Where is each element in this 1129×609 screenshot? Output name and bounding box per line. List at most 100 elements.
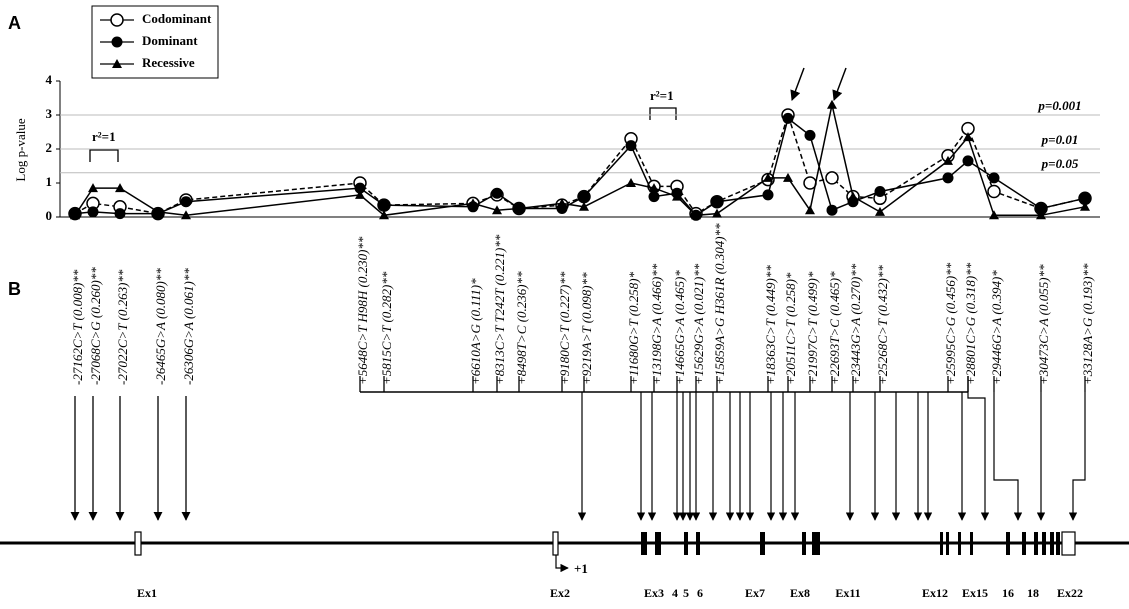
snp-label: -26306G>A (0.061)** (181, 268, 196, 385)
exon (552, 531, 559, 556)
point (153, 206, 163, 216)
panel-label: B (8, 279, 21, 299)
exon (802, 532, 806, 555)
exon (958, 532, 961, 555)
point (514, 203, 524, 213)
point (804, 129, 816, 141)
snp-label: +14665G>A (0.465)* (672, 270, 687, 385)
snp-label: +30473C>A (0.055)** (1036, 264, 1051, 385)
snp-label: -26465G>A (0.080)** (153, 268, 168, 385)
point (988, 172, 1000, 184)
point (1035, 203, 1047, 214)
legend-marker (112, 59, 122, 68)
snp-label: +33128A>G (0.193)** (1080, 263, 1095, 385)
exon-label: Ex1 (137, 586, 157, 600)
snp-label: +23443G>A (0.270)** (848, 263, 863, 385)
point (691, 210, 701, 220)
series-line (74, 112, 1086, 215)
snp-label: +25995C>G (0.456)** (943, 262, 958, 385)
legend-marker (110, 13, 124, 27)
snp-label: +9219A>T (0.098)** (579, 272, 594, 385)
exon-label: Ex11 (835, 586, 860, 600)
point (626, 178, 636, 187)
point (180, 196, 192, 208)
exon (1056, 532, 1060, 555)
exon (1061, 531, 1076, 556)
snp-label: +5648C>T H98H (0.230)** (355, 236, 370, 385)
point (763, 172, 773, 182)
exon (1050, 532, 1054, 555)
arrow (832, 67, 847, 101)
legend-label: Dominant (142, 33, 198, 48)
point (989, 210, 999, 220)
exon-label: 6 (697, 586, 703, 600)
y-tick-label: 3 (46, 106, 53, 121)
snp-label: +11680G>T (0.258)* (626, 271, 641, 385)
point (943, 155, 953, 165)
y-tick-label: 4 (46, 72, 53, 87)
exon (760, 532, 765, 555)
snp-label: +8498T>C (0.236)** (514, 271, 529, 385)
y-axis-label: Log p-value (13, 118, 28, 181)
point (181, 210, 191, 220)
exon-label: Ex15 (962, 586, 988, 600)
point (712, 208, 722, 218)
point (70, 210, 80, 220)
point (987, 184, 1001, 199)
snp-label: +29446G>A (0.394)* (989, 270, 1004, 385)
exon-label: 5 (683, 586, 689, 600)
threshold-label: p=0.01 (1041, 132, 1079, 147)
point (491, 187, 503, 199)
snp-label: +15629G>A (0.021)** (691, 263, 706, 385)
point (942, 172, 954, 184)
series-line (74, 117, 1086, 217)
exon-label: Ex2 (550, 586, 570, 600)
panel-a-arrows (790, 67, 847, 101)
exon (1022, 532, 1026, 555)
threshold-label: p=0.05 (1041, 156, 1079, 171)
exon (940, 532, 943, 555)
point (354, 182, 366, 194)
point (963, 132, 973, 142)
exon (1042, 532, 1046, 555)
exon (134, 531, 142, 556)
series-line (74, 104, 1086, 217)
snp-label: -27162C>T (0.008)** (70, 269, 85, 385)
snp-label: +20511C>T (0.258)* (783, 272, 798, 385)
snp-label: -27022C>T (0.263)** (115, 269, 130, 385)
exon (970, 532, 973, 555)
point (579, 201, 589, 211)
exon (1034, 532, 1038, 555)
snp-label: +21997C>T (0.499)* (805, 271, 820, 385)
exon-label: 18 (1027, 586, 1039, 600)
snp-label: +28801C>G (0.318)** (963, 262, 978, 385)
point (114, 208, 126, 220)
exon-label: Ex7 (745, 586, 765, 600)
point (711, 196, 723, 208)
y-tick-label: 2 (46, 140, 53, 155)
legend: Codominant Dominant Recessive (91, 5, 219, 79)
exon-label: Ex3 (644, 586, 664, 600)
point (962, 155, 974, 167)
exon (684, 532, 688, 555)
start-arrow (555, 555, 569, 573)
point (782, 112, 794, 124)
exon (696, 532, 700, 555)
point (557, 198, 567, 208)
exon-label: Ex12 (922, 586, 948, 600)
point (805, 205, 815, 215)
series (70, 99, 1090, 220)
point (762, 189, 774, 201)
exon (946, 532, 949, 555)
exon-label: 4 (672, 586, 678, 600)
snp-arrow (993, 392, 1023, 521)
point (115, 183, 125, 193)
bracket (649, 107, 677, 120)
y-tick-label: 0 (46, 208, 53, 223)
snp-label: +5815C>T (0.282)** (379, 271, 394, 385)
y-tick-label: 1 (46, 174, 53, 189)
snp-label: +22693T>C (0.465)* (827, 271, 842, 385)
series (69, 112, 1091, 221)
point (625, 140, 637, 152)
exon-label: Ex8 (790, 586, 810, 600)
